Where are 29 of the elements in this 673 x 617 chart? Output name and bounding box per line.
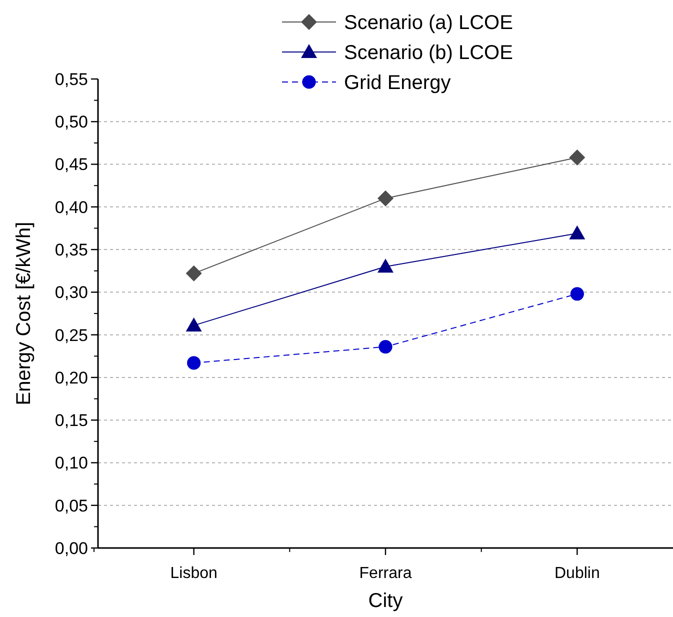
- y-tick-label: 0,05: [54, 496, 88, 516]
- x-tick-label: Ferrara: [359, 565, 412, 582]
- y-tick-label: 0,25: [54, 326, 88, 345]
- x-axis-title: City: [368, 590, 403, 612]
- y-tick-label: 0,55: [54, 70, 88, 89]
- x-tick-label: Dublin: [554, 565, 600, 582]
- y-tick-label: 0,10: [54, 454, 88, 473]
- legend-label: Scenario (a) LCOE: [344, 12, 513, 34]
- point: [570, 287, 584, 301]
- y-tick-label: 0,40: [54, 198, 88, 217]
- point: [569, 149, 586, 166]
- x-tick-label: Lisbon: [170, 565, 218, 582]
- y-tick-label: 0,00: [54, 538, 88, 558]
- legend-label: Grid Energy: [344, 72, 451, 94]
- point: [186, 317, 202, 332]
- y-tick-label: 0,20: [54, 368, 88, 388]
- point: [569, 225, 586, 240]
- point: [187, 356, 201, 370]
- point: [378, 190, 394, 206]
- y-tick-label: 0,15: [54, 411, 88, 430]
- point: [378, 258, 394, 273]
- y-tick-label: 0,30: [54, 283, 88, 302]
- y-tick-label: 0,35: [54, 240, 88, 260]
- point: [378, 340, 392, 354]
- point: [186, 265, 202, 282]
- legend-label: Scenario (b) LCOE: [344, 42, 513, 64]
- y-tick-label: 0,50: [54, 112, 88, 132]
- y-axis-title: Energy Cost [€/kWh]: [13, 222, 35, 406]
- y-tick-label: 0,45: [54, 155, 88, 174]
